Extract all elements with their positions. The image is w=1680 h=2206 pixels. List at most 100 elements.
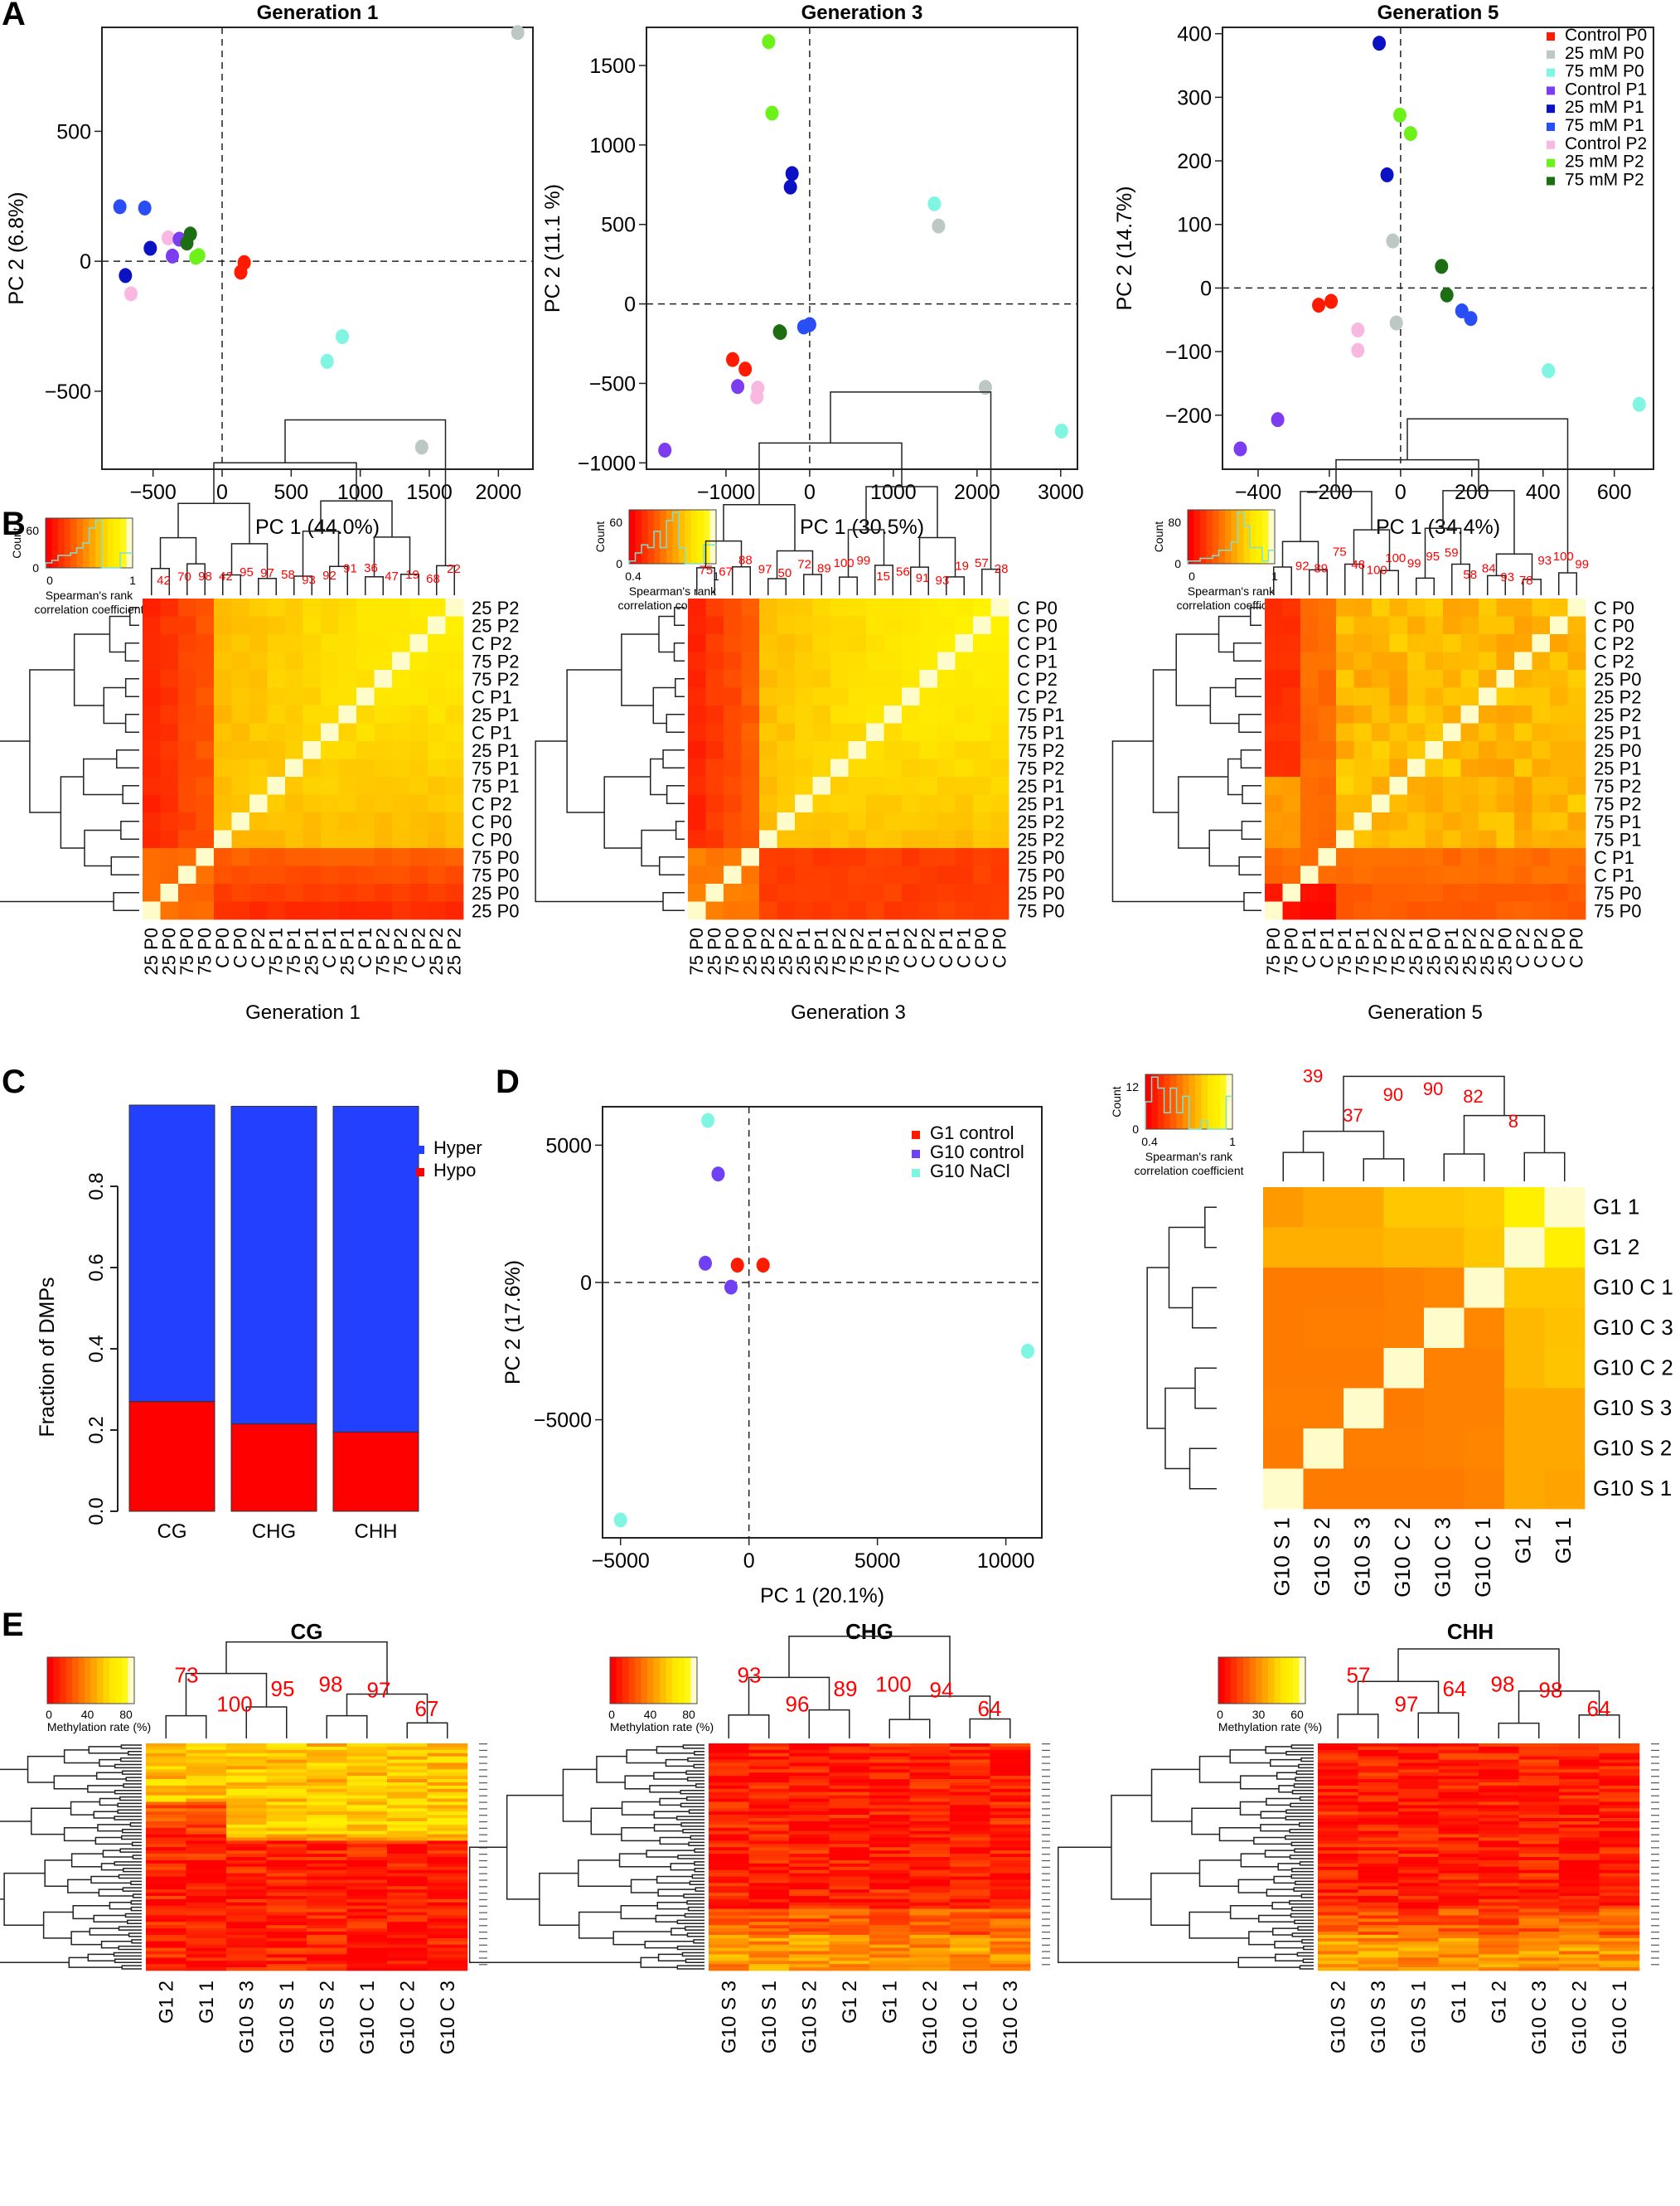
heatmap-cell (1599, 1934, 1640, 1939)
row-label: C P1 (1017, 651, 1058, 671)
x-tick-label: 400 (1526, 481, 1561, 504)
heatmap-cell (1599, 1827, 1640, 1831)
legend-label: Control P0 (1565, 26, 1647, 45)
row-id-label (1042, 1776, 1050, 1777)
heatmap-cell (1438, 1762, 1479, 1767)
row-label: 25 P1 (1594, 758, 1642, 778)
heatmap-cell (1559, 1954, 1600, 1958)
heatmap-cell (178, 812, 196, 831)
heatmap-cell (1496, 884, 1515, 902)
color-key-cell (629, 510, 636, 564)
heatmap-cell (1599, 1844, 1640, 1848)
heatmap-cell (146, 1798, 186, 1802)
heatmap-cell (1353, 884, 1373, 902)
heatmap-cell (427, 1743, 468, 1748)
color-key-cell (1208, 1074, 1214, 1129)
heatmap-cell (759, 830, 777, 849)
heatmap-cell (146, 1893, 186, 1897)
bootstrap-value: 97 (260, 566, 274, 580)
heatmap-cell (266, 1947, 307, 1951)
heatmap-cell (307, 1928, 347, 1932)
heatmap-cell (1265, 599, 1283, 617)
dendrogram-branch (1146, 1267, 1169, 1429)
row-id-label (479, 1756, 487, 1758)
heatmap-cell (387, 1863, 428, 1868)
heatmap-cell (829, 1925, 870, 1929)
heatmap-cell (829, 1912, 870, 1916)
heatmap-cell (1300, 777, 1319, 795)
dendrogram-branch (657, 1888, 696, 1897)
heatmap-cell (829, 1857, 870, 1861)
heatmap-cell (973, 634, 991, 652)
heatmap-cell (1599, 1772, 1640, 1777)
dendrogram-branch (655, 1914, 685, 1923)
heatmap-cell (307, 1857, 347, 1861)
dendrogram-branch (1238, 714, 1261, 733)
dendrogram-branch (1293, 1783, 1314, 1788)
heatmap-cell (705, 599, 724, 617)
dendrogram-branch (685, 1958, 704, 1963)
heatmap-cell (1398, 1769, 1439, 1773)
heatmap-cell (1567, 812, 1586, 831)
heatmap-cell (1464, 1348, 1505, 1389)
heatmap-cell (186, 1766, 227, 1770)
heatmap-cell (307, 1866, 347, 1870)
row-id-label (1042, 1898, 1050, 1901)
heatmap-cell (427, 1912, 468, 1916)
dendrogram-branch (124, 642, 139, 662)
heatmap-cell (387, 1824, 428, 1829)
heatmap-cell (1438, 1873, 1479, 1877)
heatmap-cell (1443, 794, 1461, 813)
row-id-label (1042, 1769, 1050, 1771)
heatmap-cell (829, 1788, 870, 1793)
bootstrap-value: 99 (857, 554, 871, 568)
heatmap-cell (950, 1857, 990, 1861)
dendrogram-branch (1298, 1822, 1314, 1827)
heatmap-cell (146, 1922, 186, 1926)
heatmap-cell (356, 741, 375, 759)
heatmap-cell (869, 1915, 910, 1919)
heatmap-cell (748, 1847, 790, 1851)
heatmap-cell (1464, 1227, 1505, 1268)
dendrogram-branch (1178, 776, 1228, 849)
heatmap-cell (741, 865, 760, 885)
heatmap-cell (829, 1886, 870, 1890)
data-point (783, 179, 797, 195)
heatmap-cell (990, 723, 1009, 742)
heatmap-cell (990, 1753, 1031, 1757)
heatmap-cell (1532, 865, 1551, 885)
dendrogram-branch (1302, 1958, 1314, 1963)
heatmap-cell (196, 599, 215, 617)
heatmap-cell (1398, 1779, 1439, 1783)
heatmap-cell (748, 1785, 790, 1790)
heatmap-cell (307, 1788, 347, 1793)
heatmap-cell (950, 1883, 990, 1887)
heatmap-cell (1372, 616, 1390, 635)
heatmap-cell (1318, 1889, 1358, 1893)
heatmap-cell (1479, 634, 1497, 652)
heatmap-cell (955, 777, 974, 795)
heatmap-cell (1518, 1928, 1560, 1932)
heatmap-cell (1559, 1905, 1600, 1909)
heatmap-cell (1599, 1918, 1640, 1922)
heatmap-cell (950, 1957, 990, 1961)
heatmap-cell (777, 741, 796, 759)
heatmap-cell (1372, 670, 1390, 688)
color-key-cell (1256, 510, 1263, 564)
heatmap-cell (303, 670, 322, 688)
heatmap-cell (1358, 1925, 1399, 1929)
heatmap-cell (1358, 1863, 1399, 1868)
heatmap-cell (387, 1756, 428, 1760)
y-tick-label: −5000 (534, 1409, 592, 1433)
bootstrap-value: 100 (1367, 563, 1387, 577)
key-x-tick: 1 (1271, 570, 1278, 583)
heatmap-cell (1559, 1830, 1600, 1835)
heatmap-cell (1599, 1850, 1640, 1854)
heatmap-cell (869, 1840, 910, 1845)
column-label: G1 2 (155, 1981, 177, 2024)
heatmap-cell (709, 1795, 749, 1799)
heatmap-cell (1550, 741, 1568, 759)
heatmap-cell (1443, 652, 1461, 671)
heatmap-cell (829, 1824, 870, 1829)
heatmap-cell (789, 1830, 830, 1835)
